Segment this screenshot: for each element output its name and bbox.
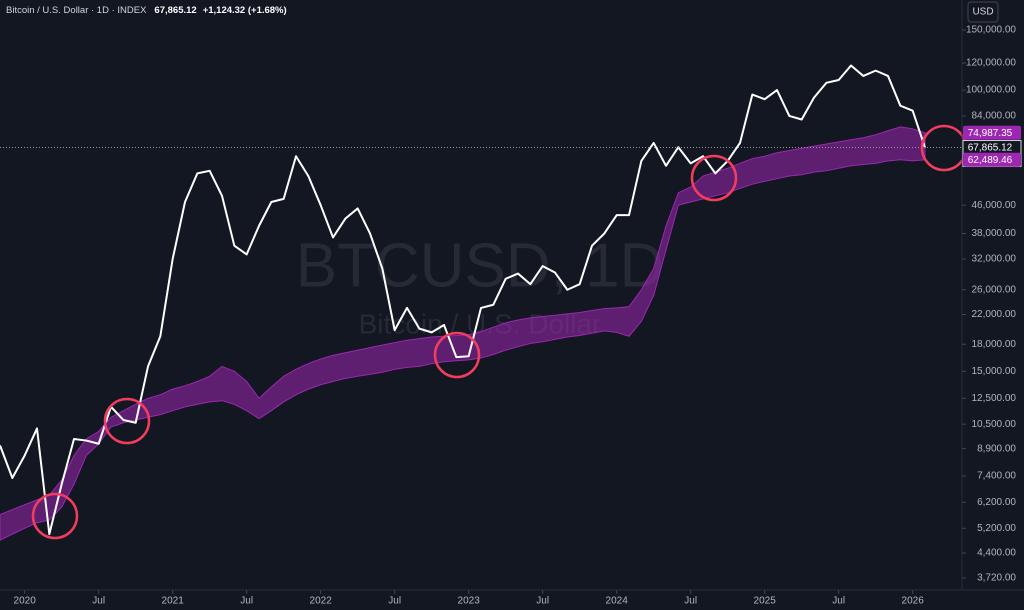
price-tag-label: 62,489.46 <box>968 155 1013 166</box>
y-tick-label: 150,000.00 <box>966 25 1016 36</box>
x-tick-label: Jul <box>684 596 697 607</box>
x-tick-label: 2021 <box>162 596 185 607</box>
axes: 150,000.00 120,000.00 100,000.00 84,000.00 4… <box>14 25 1022 607</box>
y-tick-label: 6,200.00 <box>977 497 1016 508</box>
x-tick-label: Jul <box>832 596 845 607</box>
last-price: 67,865.12 <box>154 5 196 16</box>
y-tick-label: 46,000.00 <box>972 200 1017 211</box>
y-tick-label: 15,000.00 <box>972 366 1017 377</box>
y-tick-label: 10,500.00 <box>972 419 1017 430</box>
y-tick-label: 32,000.00 <box>972 254 1017 265</box>
price-tag <box>963 125 1021 140</box>
price-line <box>0 64 926 536</box>
x-tick-label: Jul <box>388 596 401 607</box>
y-tick-label: 7,400.00 <box>977 471 1016 482</box>
price-tag-label: 74,987.35 <box>968 128 1013 139</box>
y-tick-label: 22,000.00 <box>972 309 1017 320</box>
x-tick-label: 2025 <box>754 596 777 607</box>
x-tick-label: 2026 <box>902 596 925 607</box>
y-tick-label: 4,400.00 <box>977 548 1016 559</box>
plot-area <box>0 64 962 541</box>
y-tick-label: 18,000.00 <box>972 339 1017 350</box>
x-tick-label: 2023 <box>458 596 481 607</box>
price-tag <box>963 152 1021 167</box>
highlight-circle <box>31 492 79 540</box>
y-tick-label: 3,720.00 <box>977 573 1016 584</box>
symbol: Bitcoin / U.S. Dollar · 1D · INDEX <box>6 5 147 16</box>
highlight-circle <box>103 397 151 445</box>
header: Bitcoin / U.S. Dollar · 1D · INDEX 67,865… <box>6 5 287 16</box>
highlight-circle <box>920 124 968 172</box>
currency-label[interactable]: USD <box>972 7 993 18</box>
x-tick-label: 2022 <box>310 596 333 607</box>
y-tick-label: 26,000.00 <box>972 284 1017 295</box>
y-tick-label: 100,000.00 <box>966 85 1016 96</box>
y-tick-label: 8,900.00 <box>977 443 1016 454</box>
watermark-symbol: BTCUSD, 1D <box>296 231 665 300</box>
y-tick-label: 84,000.00 <box>972 111 1017 122</box>
highlight-circle <box>690 154 738 202</box>
y-tick-label: 12,500.00 <box>972 393 1017 404</box>
x-tick-label: Jul <box>240 596 253 607</box>
x-tick-label: Jul <box>92 596 105 607</box>
x-tick-label: Jul <box>536 596 549 607</box>
y-tick-label: 5,200.00 <box>977 523 1016 534</box>
price-change: +1,124.32 (+1.68%) <box>203 5 287 16</box>
x-tick-label: 2020 <box>14 596 37 607</box>
price-tag-label: 67,865.12 <box>968 143 1013 154</box>
highlight-circle <box>433 331 481 379</box>
x-tick-label: 2024 <box>606 596 629 607</box>
y-tick-label: 120,000.00 <box>966 58 1016 69</box>
y-tick-label: 38,000.00 <box>972 228 1017 239</box>
currency-button[interactable] <box>967 1 999 23</box>
